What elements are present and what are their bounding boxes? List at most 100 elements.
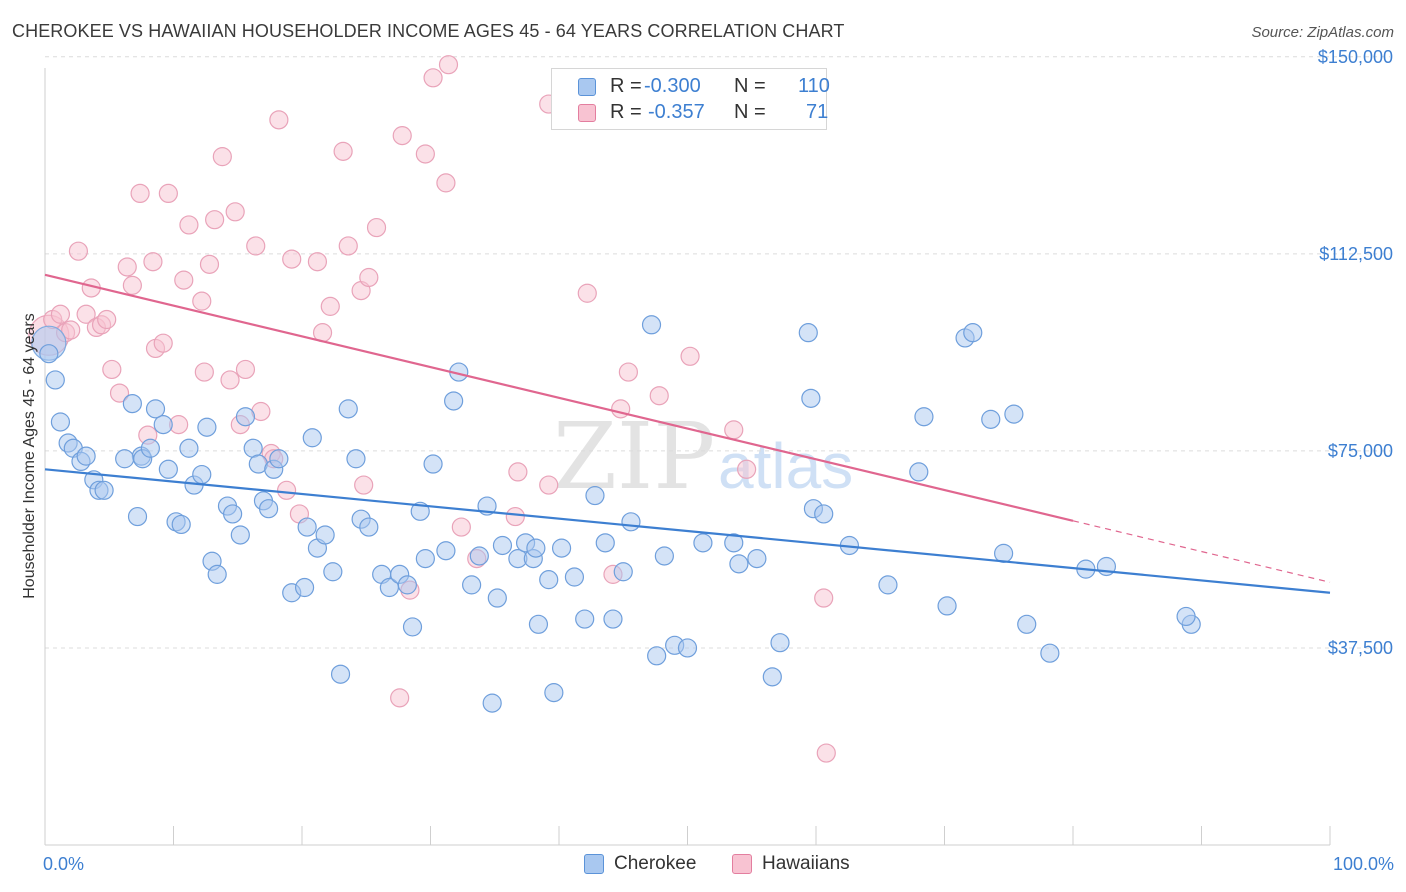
legend-swatch-cherokee (578, 78, 596, 96)
hawaiians-point (117, 257, 137, 277)
cherokee-point (436, 541, 456, 561)
hawaiians-point (451, 517, 471, 537)
watermark-zip: ZIP (553, 403, 715, 510)
hawaiians-point (618, 362, 638, 382)
cherokee-point (528, 614, 549, 634)
hawaiians-point (76, 304, 96, 324)
x-tick-label: 100.0% (1333, 854, 1394, 874)
cherokee-point (145, 399, 166, 419)
cherokee-point (302, 428, 322, 448)
cherokee-point (338, 399, 358, 419)
cherokee-point (346, 449, 366, 469)
source-note: Source: ZipAtlas.com (1251, 24, 1394, 41)
cherokee-point (492, 535, 513, 556)
cherokee-point (621, 512, 641, 532)
cherokee-point (747, 549, 767, 569)
hawaiians-point (338, 236, 358, 256)
legend-n-value: 110 (798, 75, 830, 97)
chart-title: CHEROKEE VS HAWAIIAN HOUSEHOLDER INCOME … (12, 21, 845, 41)
hawaiians-point (392, 126, 412, 146)
hawaiians-point (415, 144, 435, 164)
hawaiians-point (143, 252, 163, 272)
cherokee-point (359, 517, 379, 537)
cherokee-point (315, 525, 335, 545)
cherokee-point (258, 499, 279, 519)
hawaiians-point (505, 506, 525, 527)
bottom-legend-label-cherokee: Cherokee (614, 853, 697, 874)
cherokee-point (482, 693, 502, 713)
tick-labels: $37,500 $75,000 $112,500 $150,000 0.0% 100.0% (43, 47, 1394, 874)
hawaiians-point (246, 236, 266, 256)
cherokee-point (937, 596, 957, 616)
cherokee-point (94, 480, 114, 500)
cherokee-point (1040, 643, 1060, 663)
watermark: ZIP atlas (553, 403, 853, 510)
cherokee-points (31, 315, 1201, 713)
hawaiians-point (423, 68, 443, 88)
legend-swatch-hawaiians (578, 104, 596, 122)
hawaiians-point (680, 346, 700, 366)
cherokee-point (323, 562, 343, 582)
cherokee-point (585, 485, 605, 506)
hawaiians-point (307, 252, 328, 272)
hawaiians-point (390, 688, 410, 708)
cherokee-point (179, 438, 199, 458)
cherokee-point (230, 525, 250, 545)
legend-n-label: N = (734, 101, 766, 123)
cherokee-point (724, 533, 744, 553)
hawaiians-point (235, 359, 256, 380)
cherokee-point (158, 459, 178, 479)
cherokee-point (551, 538, 572, 558)
legend-r-value: -0.300 (644, 75, 701, 97)
cherokee-point (397, 575, 417, 595)
cherokee-point (770, 633, 790, 653)
hawaiians-point (282, 249, 302, 269)
cherokee-point (39, 344, 59, 364)
cherokee-point (297, 517, 317, 537)
hawaiians-trend-line (44, 273, 1074, 522)
cherokee-point (963, 323, 983, 343)
cherokee-point (994, 543, 1014, 563)
cherokee-point (50, 412, 71, 432)
hawaiians-point (359, 267, 379, 288)
hawaiians-point (205, 210, 225, 230)
cherokee-trend-line (44, 468, 1331, 594)
cherokee-point (423, 454, 443, 474)
bottom-legend-swatch-hawaiians (732, 854, 752, 874)
cherokee-point (171, 514, 191, 535)
cherokee-point (444, 391, 464, 411)
bottom-legend-label-hawaiians: Hawaiians (762, 853, 850, 874)
y-tick-label: $112,500 (1319, 244, 1393, 264)
cherokee-point (153, 415, 173, 435)
legend-r-label: R = (610, 101, 642, 123)
hawaiians-point (192, 291, 212, 311)
hawaiians-point (438, 55, 459, 75)
legend-n-value: 71 (806, 101, 829, 123)
hawaiians-point (269, 110, 289, 130)
y-tick-label: $75,000 (1328, 441, 1393, 461)
cherokee-point (122, 393, 142, 414)
hawaiians-point (508, 462, 528, 482)
hawaiians-trend-extension (1072, 520, 1331, 583)
hawaiians-point (649, 386, 669, 406)
cherokee-point (595, 533, 615, 553)
hawaiians-point (50, 304, 71, 324)
cherokee-point (223, 504, 243, 524)
cherokee-point (1004, 404, 1024, 424)
cherokee-point (564, 567, 585, 587)
hawaiians-point (61, 320, 81, 340)
cherokee-point (330, 664, 351, 684)
cherokee-point (613, 562, 633, 582)
cherokee-point (801, 388, 821, 408)
hawaiians-point (225, 202, 245, 222)
hawaiians-point (814, 588, 834, 608)
cherokee-point (415, 549, 435, 569)
hawaiians-point (199, 254, 220, 274)
cherokee-point (641, 315, 662, 335)
cherokee-point (654, 546, 674, 566)
cherokee-point (294, 577, 315, 598)
cherokee-point (402, 617, 423, 637)
hawaiians-point (577, 283, 597, 303)
legend-r-value: -0.357 (648, 101, 705, 123)
